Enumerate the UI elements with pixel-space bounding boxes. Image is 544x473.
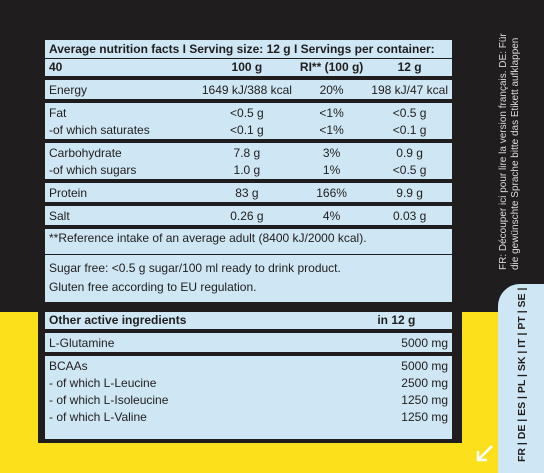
header-row: Other active ingredients in 12 g [45,312,452,331]
nutrition-box: Average nutrition facts I Serving size: … [45,40,452,302]
row: L-Glutamine 5000 mg [45,331,452,354]
value: 0.9 g [396,146,423,160]
row: Salt 0.26 g 4% 0.03 g [45,204,452,225]
row-group: Salt 0.26 g 4% 0.03 g [45,204,452,225]
value: 1649 kJ/388 kcal [201,83,292,97]
value: <1% [319,106,344,120]
ingredient: L-Glutamine [49,336,115,350]
ingredients-table: Other active ingredients in 12 g L-Glutami… [45,312,452,426]
row: Fat <0.5 g <1% <0.5 g [45,101,452,122]
row: - of which L-Valine 1250 mg [45,409,452,426]
row: Protein 83 g 166% 9.9 g [45,181,452,204]
value: <0.5 g [392,106,427,120]
row: - of which L-Leucine 2500 mg [45,375,452,392]
ingredients-box: Other active ingredients in 12 g L-Glutami… [45,312,452,439]
header: 100 g RI** (100 g) 12 g [45,59,452,78]
note: Sugar free: <0.5 g sugar/100 ml ready to… [49,261,341,275]
value: <0.5 g [230,106,264,120]
column-header: RI** (100 g) [299,60,364,74]
ingredient: - of which L-Leucine [49,376,157,390]
header-row: 100 g RI** (100 g) 12 g [45,59,452,78]
row-group: Energy 1649 kJ/388 kcal 20% 198 kJ/47 kcal [45,78,452,101]
row-group: BCAAs 5000 mg - of which L-Leucine 2500 mg -… [45,354,452,426]
row: -of which saturates <0.1 g <1% <0.1 g [45,122,452,141]
amount: 2500 mg [401,376,448,390]
column-header: in 12 g [377,313,416,327]
ingredient: BCAAs [49,359,88,373]
nutrition-table: 100 g RI** (100 g) 12 g Energy 1649 kJ/388 k… [45,59,452,225]
footnote: **Reference intake of an average adult (… [45,225,452,254]
ingredient: - of which L-Isoleucine [49,393,169,407]
value: 0.03 g [392,209,427,223]
amount: 1250 mg [401,410,448,424]
row-group: L-Glutamine 5000 mg [45,331,452,354]
value: 9.9 g [396,186,423,200]
value: 198 kJ/47 kcal [371,83,448,97]
amount: 5000 mg [401,336,448,350]
ingredient: - of which L-Valine [49,410,147,424]
value: <0.5 g [392,163,427,177]
value: 7.8 g [233,146,261,160]
nutrient: -of which saturates [49,123,150,137]
side-note: FR: Découper ici pour lire la version fr… [498,33,521,270]
value: 0.26 g [230,209,264,223]
nutrient: -of which sugars [49,163,137,177]
value: 83 g [235,186,259,200]
value: 3% [322,146,341,160]
column-header: 100 g [231,60,263,74]
column-header: 12 g [397,60,422,74]
value: <0.1 g [230,123,264,137]
language-tab[interactable] [498,284,544,473]
nutrient: Fat [49,106,67,120]
row-group: Fat <0.5 g <1% <0.5 g -of which saturates <0.… [45,101,452,141]
amount: 5000 mg [401,359,448,373]
row: -of which sugars 1.0 g 1% <0.5 g [45,162,452,181]
cell [45,59,198,78]
row: BCAAs 5000 mg [45,354,452,375]
row: Carbohydrate 7.8 g 3% 0.9 g [45,141,452,162]
table-title: Average nutrition facts I Serving size: … [45,40,452,74]
row: Energy 1649 kJ/388 kcal 20% 198 kJ/47 kcal [45,78,452,101]
value: 4% [322,209,341,223]
nutrient: Salt [49,209,70,223]
value: 1.0 g [233,163,261,177]
column-header: Other active ingredients [49,313,187,327]
row-group: Protein 83 g 166% 9.9 g [45,181,452,204]
arrow-icon [476,445,493,462]
header: Other active ingredients in 12 g [45,312,452,331]
note: Gluten free according to EU regulation. [49,280,257,294]
languages[interactable]: FR | DE | ES | PL | SK | IT | PT | SE | … [516,269,528,462]
value: <0.1 g [392,123,427,137]
nutrient: Protein [49,186,88,200]
notes: Sugar free: <0.5 g sugar/100 ml ready to… [45,254,452,297]
value: <1% [319,123,344,137]
row-group: Carbohydrate 7.8 g 3% 0.9 g -of which sugars… [45,141,452,181]
amount: 1250 mg [401,393,448,407]
row: - of which L-Isoleucine 1250 mg [45,392,452,409]
nutrient: Carbohydrate [49,146,122,160]
value: 1% [322,163,341,177]
nutrient: Energy [49,83,88,97]
value: 20% [319,83,344,97]
value: 166% [316,186,347,200]
